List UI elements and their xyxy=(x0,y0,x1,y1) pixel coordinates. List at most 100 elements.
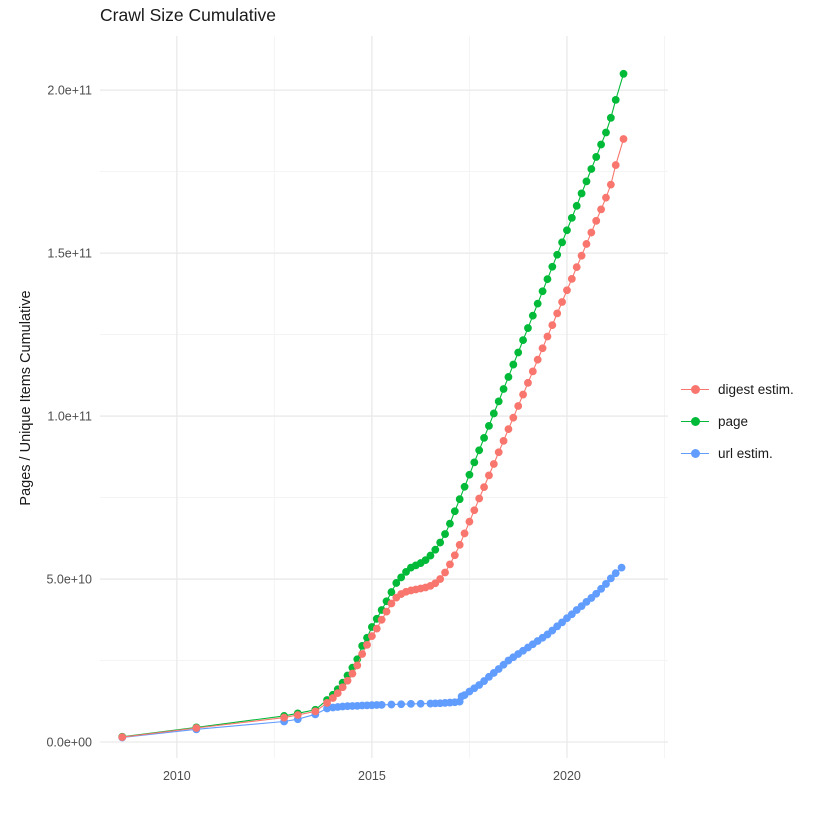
series-point-digest-estim xyxy=(441,568,449,577)
series-point-page xyxy=(504,373,513,381)
series-point-digest-estim xyxy=(538,344,547,353)
series-point-page xyxy=(397,573,406,582)
series-point-digest-estim xyxy=(450,551,459,560)
series-point-page xyxy=(485,421,493,430)
y-axis-title: Pages / Unique Items Cumulative xyxy=(18,290,34,506)
series-point-digest-estim xyxy=(592,216,601,225)
series-point-page xyxy=(582,177,591,186)
series-point-digest-estim xyxy=(494,448,503,457)
x-tick-label: 2015 xyxy=(358,769,386,783)
series-point-page xyxy=(470,458,479,467)
series-point-digest-estim xyxy=(280,713,289,722)
legend-key-icon xyxy=(681,410,709,432)
series-point-url-estim xyxy=(606,574,615,583)
series-point-digest-estim xyxy=(548,321,557,330)
legend-row: url estim. xyxy=(681,442,794,464)
series-point-page xyxy=(387,588,396,596)
series-point-digest-estim xyxy=(587,228,596,237)
series-point-digest-estim xyxy=(582,240,591,248)
y-tick-label: 1.0e+11 xyxy=(47,410,92,424)
series-point-digest-estim xyxy=(368,632,376,640)
series-point-digest-estim xyxy=(338,683,347,692)
legend-key-icon xyxy=(681,378,709,400)
x-tick-label: 2010 xyxy=(163,769,191,783)
series-point-digest-estim xyxy=(348,669,357,678)
series-point-digest-estim xyxy=(446,560,454,569)
series-point-digest-estim xyxy=(293,711,302,719)
series-point-url-estim xyxy=(611,569,620,578)
series-point-digest-estim xyxy=(387,599,396,608)
series-point-digest-estim xyxy=(343,676,352,685)
series-point-page xyxy=(524,324,532,332)
series-point-page xyxy=(441,530,449,538)
legend-key-dot xyxy=(691,448,700,458)
series-point-url-estim xyxy=(602,580,610,588)
series-point-digest-estim xyxy=(509,413,518,422)
series-point-page xyxy=(558,238,566,247)
y-tick-label: 5.0e+10 xyxy=(46,573,92,587)
series-point-url-estim xyxy=(323,704,331,713)
series-point-page xyxy=(450,507,459,516)
series-point-digest-estim xyxy=(619,135,628,143)
series-point-digest-estim xyxy=(436,575,445,583)
series-point-page xyxy=(480,434,488,442)
series-point-digest-estim xyxy=(577,251,586,260)
legend: digest estim. page url estim. xyxy=(681,378,794,464)
series-point-url-estim xyxy=(597,584,605,593)
series-point-url-estim xyxy=(397,700,406,709)
series-point-page xyxy=(567,213,576,222)
chart-title: Crawl Size Cumulative xyxy=(100,5,277,25)
y-tick-label: 1.5e+11 xyxy=(47,247,92,261)
series-point-digest-estim xyxy=(606,180,615,189)
series-line-digest-estim xyxy=(122,138,625,738)
series-point-url-estim xyxy=(407,699,415,708)
series-point-page xyxy=(460,482,469,491)
series-point-url-estim xyxy=(617,563,626,572)
legend-key-dot xyxy=(691,384,700,394)
series-point-digest-estim xyxy=(333,689,342,698)
series-point-digest-estim xyxy=(528,367,537,376)
series-point-digest-estim xyxy=(485,471,493,480)
series-point-url-estim xyxy=(592,589,601,598)
series-point-digest-estim xyxy=(192,724,201,732)
series-point-page xyxy=(489,409,498,418)
legend-label: url estim. xyxy=(718,445,773,461)
series-point-page xyxy=(519,336,527,345)
series-point-digest-estim xyxy=(524,378,532,387)
series-point-page xyxy=(465,470,474,479)
series-point-digest-estim xyxy=(514,402,523,410)
series-point-digest-estim xyxy=(499,436,508,445)
series-point-page xyxy=(619,69,628,78)
y-tick-label: 0.0e+00 xyxy=(46,736,92,750)
legend-label: page xyxy=(718,413,749,429)
series-point-digest-estim xyxy=(611,161,620,169)
series-point-page xyxy=(509,360,518,369)
series-point-url-estim xyxy=(377,700,386,709)
series-point-digest-estim xyxy=(602,193,610,202)
series-point-page xyxy=(446,519,454,528)
series-point-digest-estim xyxy=(489,460,498,468)
x-tick-label: 2020 xyxy=(553,769,581,783)
legend-key-icon xyxy=(681,442,709,464)
series-point-page xyxy=(494,397,503,406)
series-point-digest-estim xyxy=(460,529,469,538)
series-point-digest-estim xyxy=(363,640,371,649)
series-point-digest-estim xyxy=(475,494,484,503)
series-point-digest-estim xyxy=(519,390,527,399)
legend-key-dot xyxy=(691,416,700,426)
series-point-page xyxy=(577,189,586,198)
series-point-digest-estim xyxy=(372,624,381,633)
series-point-digest-estim xyxy=(455,540,464,549)
series-point-page xyxy=(602,128,610,137)
series-point-digest-estim xyxy=(328,694,337,702)
series-point-page xyxy=(499,385,508,393)
series-point-page xyxy=(475,446,484,455)
series-point-digest-estim xyxy=(567,274,576,283)
series-point-digest-estim xyxy=(465,517,474,526)
series-point-page xyxy=(563,226,571,235)
series-point-page xyxy=(538,287,547,296)
series-point-page xyxy=(572,201,581,210)
series-point-page xyxy=(597,140,605,149)
series-point-page xyxy=(606,113,615,122)
